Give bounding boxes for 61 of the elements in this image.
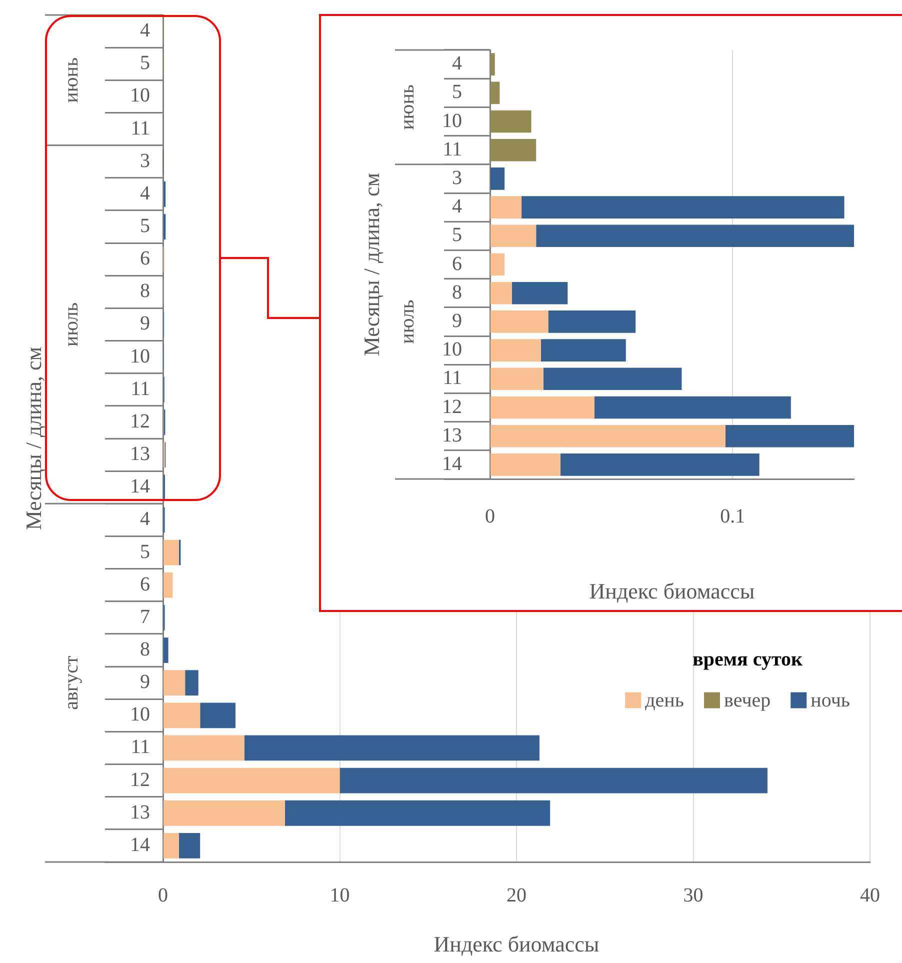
- x-tick-label: 10: [330, 884, 350, 906]
- y-tick-label: 4: [452, 196, 462, 218]
- text: июнь: [60, 57, 82, 103]
- y-tick-label: 13: [130, 443, 150, 466]
- y-tick-label: 4: [140, 182, 150, 204]
- y-tick-label: 10: [442, 338, 462, 361]
- x-tick-label: 40: [860, 884, 880, 906]
- y-tick-label: 4: [140, 508, 150, 530]
- x-tick-label: 0: [158, 884, 168, 906]
- y-tick-label: 12: [130, 410, 150, 432]
- y-tick-label: 6: [140, 573, 150, 596]
- y-tick-label: 8: [140, 638, 150, 660]
- y-tick-label: 10: [130, 704, 150, 726]
- y-tick-label: 10: [130, 345, 150, 368]
- y-tick-label: 5: [452, 224, 462, 246]
- y-tick-label: 9: [140, 312, 150, 335]
- y-tick-label: 8: [140, 280, 150, 302]
- y-tick-label: 12: [130, 768, 150, 791]
- x-tick-label: 30: [683, 884, 704, 906]
- y-tick-label: 5: [140, 540, 150, 563]
- y-tick-label: 3: [452, 166, 462, 189]
- y-tick-label: 11: [442, 367, 462, 390]
- legend-label: вечер: [724, 690, 771, 712]
- y-tick-label: 14: [130, 476, 150, 498]
- y-tick-label: 12: [442, 396, 462, 418]
- y-tick-label: 14: [442, 452, 462, 475]
- y-tick-label: 6: [140, 248, 150, 270]
- text: июль: [60, 302, 82, 347]
- y-tick-label: 14: [130, 834, 150, 856]
- y-tick-label: 4: [140, 20, 150, 42]
- text: август: [60, 655, 82, 710]
- y-axis-title: Месяцы / длина, см: [358, 172, 384, 356]
- legend-label: день: [645, 690, 684, 712]
- y-tick-label: 13: [442, 424, 462, 446]
- y-tick-label: 11: [130, 736, 150, 758]
- y-tick-label: 8: [452, 281, 462, 304]
- legend-title: время суток: [692, 648, 803, 670]
- y-tick-label: 13: [130, 801, 150, 824]
- annotation: июль: [396, 300, 418, 344]
- y-tick-label: 10: [442, 110, 462, 132]
- y-tick-label: 11: [442, 138, 462, 160]
- y-tick-label: 9: [452, 310, 462, 332]
- y-tick-label: 5: [452, 81, 462, 104]
- x-tick-label: 0.1: [720, 505, 746, 528]
- x-axis-title: Индекс биомассы: [589, 578, 755, 604]
- legend-label: ночь: [810, 690, 850, 712]
- y-tick-label: 9: [140, 671, 150, 694]
- y-tick-label: 6: [452, 252, 462, 275]
- y-tick-label: 5: [140, 52, 150, 74]
- y-axis-title: Месяцы / длина, см: [20, 346, 46, 530]
- x-axis-title: Индекс биомассы: [434, 932, 600, 957]
- x-tick-label: 0: [485, 505, 495, 528]
- y-tick-label: 10: [130, 84, 150, 107]
- y-tick-label: 4: [452, 52, 462, 75]
- y-tick-label: 11: [130, 117, 150, 140]
- annotation: июнь: [396, 84, 418, 130]
- x-tick-label: 20: [506, 884, 526, 906]
- y-tick-label: 7: [140, 606, 150, 628]
- y-tick-label: 5: [140, 215, 150, 237]
- y-tick-label: 3: [140, 150, 150, 172]
- y-tick-label: 11: [130, 378, 150, 400]
